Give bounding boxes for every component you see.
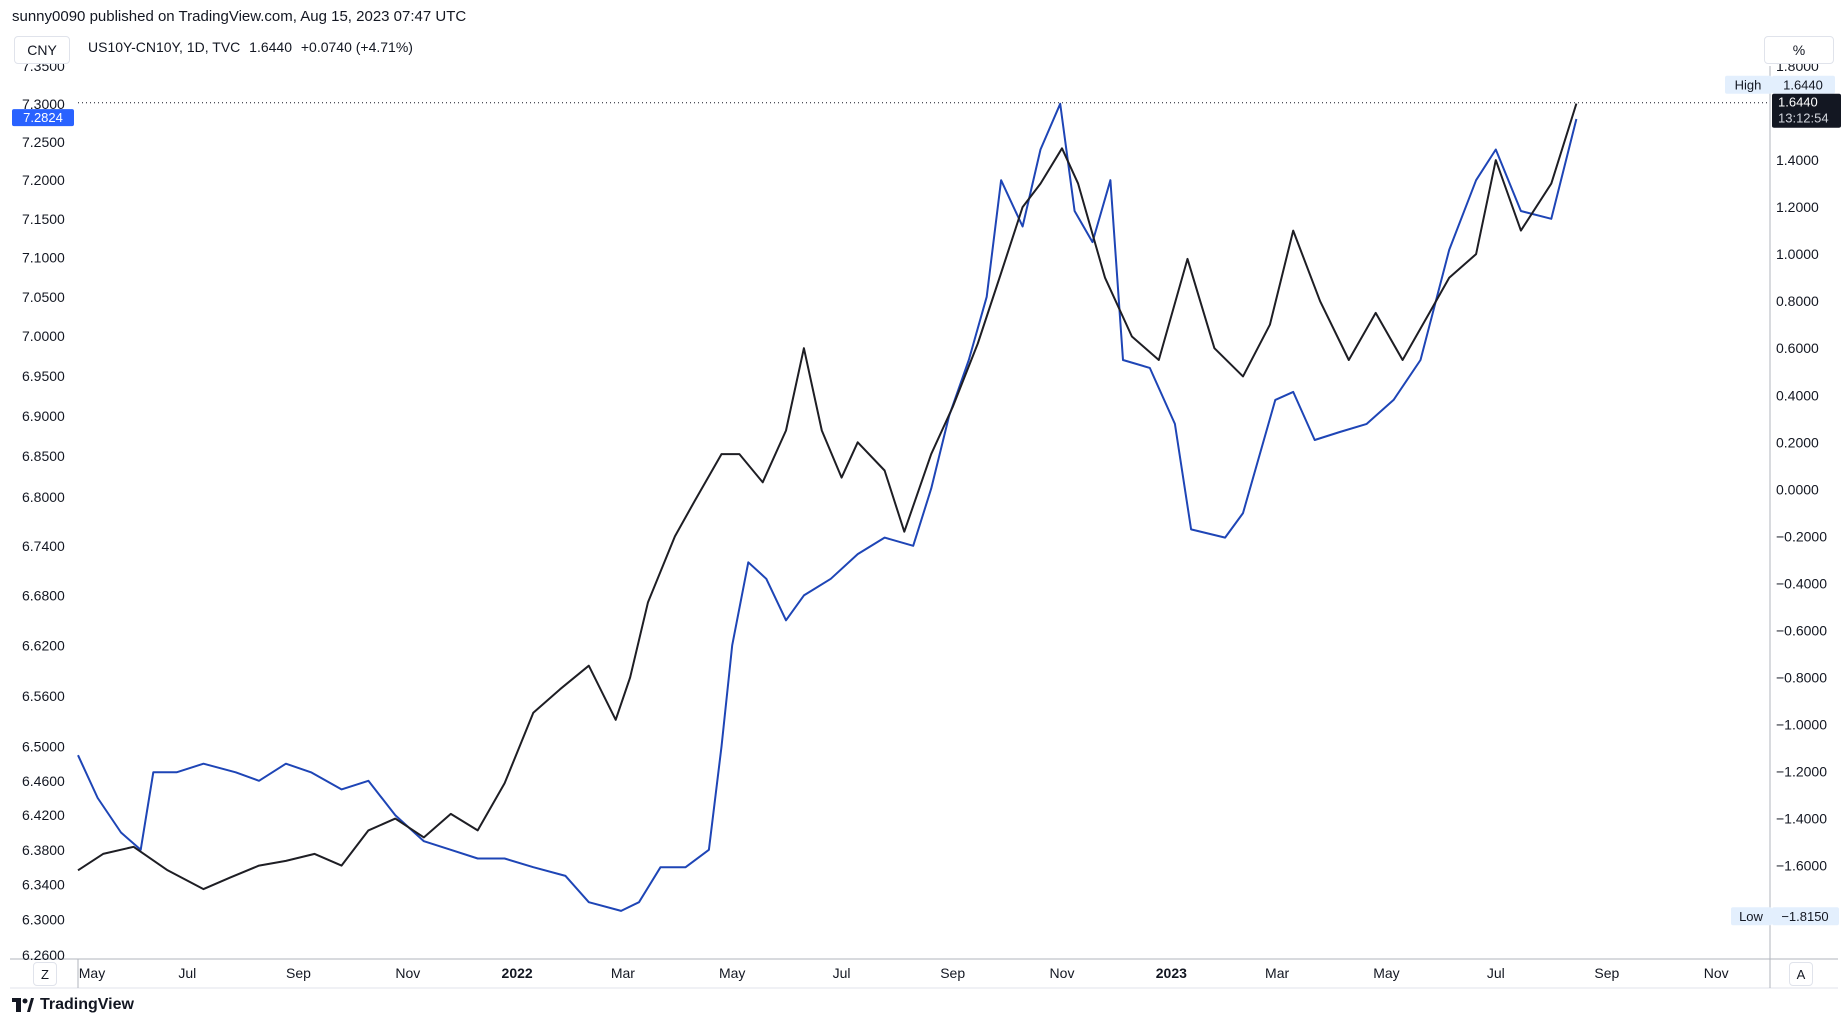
time-axis-tick-15: Nov — [1704, 965, 1729, 981]
time-axis-tick-12: May — [1373, 965, 1399, 981]
legend-symbol: US10Y-CN10Y, 1D, TVC — [88, 39, 241, 55]
high-value-bg — [1772, 75, 1835, 94]
high-tag-label: High — [1735, 78, 1762, 93]
publish-attribution: sunny0090 published on TradingView.com, … — [12, 8, 467, 25]
time-axis-tick-2: Sep — [286, 965, 311, 981]
time-axis-tick-3: Nov — [395, 965, 420, 981]
right-axis-tick-16: −1.6000 — [1776, 858, 1827, 874]
zoom-button[interactable]: Z — [33, 962, 57, 986]
right-axis-tick-7: 0.2000 — [1776, 434, 1819, 450]
right-axis-tick-6: 0.4000 — [1776, 387, 1819, 403]
tradingview-logo: TradingView — [12, 996, 134, 1014]
left-axis-tick-18: 6.4200 — [22, 807, 65, 823]
right-axis-tick-5: 0.6000 — [1776, 340, 1819, 356]
left-axis-tick-11: 6.8000 — [22, 489, 65, 505]
symbol-scale-button[interactable]: CNY — [14, 36, 70, 64]
right-axis-tick-10: −0.4000 — [1776, 575, 1827, 591]
time-axis-tick-8: Sep — [940, 965, 965, 981]
left-axis-tick-2: 7.2500 — [22, 134, 65, 150]
left-axis-tick-7: 7.0000 — [22, 328, 65, 344]
left-axis-tick-10: 6.8500 — [22, 448, 65, 464]
spread-current-badge — [1772, 93, 1841, 128]
legend-change: +0.0740 (+4.71%) — [300, 39, 413, 55]
spread-current-value: 1.6440 — [1778, 95, 1818, 110]
auto-scale-button[interactable]: A — [1789, 962, 1813, 986]
right-axis-tick-8: 0.0000 — [1776, 481, 1819, 497]
high-tag-bg — [1725, 75, 1772, 94]
right-axis-tick-13: −1.0000 — [1776, 717, 1827, 733]
time-axis-tick-4: 2022 — [502, 965, 533, 981]
time-axis-tick-5: Mar — [611, 965, 635, 981]
left-axis-tick-13: 6.6800 — [22, 587, 65, 603]
left-axis-tick-15: 6.5600 — [22, 688, 65, 704]
left-axis-tick-21: 6.3000 — [22, 912, 65, 928]
right-axis-tick-3: 1.0000 — [1776, 246, 1819, 262]
left-axis-tick-9: 6.9000 — [22, 408, 65, 424]
right-axis-tick-12: −0.8000 — [1776, 669, 1827, 685]
low-tag-label: Low — [1739, 909, 1763, 924]
left-axis-tick-1: 7.3000 — [22, 96, 65, 112]
right-axis-tick-2: 1.2000 — [1776, 199, 1819, 215]
low-value-bg — [1772, 907, 1839, 926]
right-axis-tick-1: 1.4000 — [1776, 152, 1819, 168]
right-axis-tick-4: 0.8000 — [1776, 293, 1819, 309]
time-axis-tick-10: 2023 — [1156, 965, 1187, 981]
left-axis-tick-22: 6.2600 — [22, 947, 65, 963]
tradingview-logo-icon — [12, 998, 34, 1012]
left-axis-tick-14: 6.6200 — [22, 637, 65, 653]
left-axis-tick-5: 7.1000 — [22, 250, 65, 266]
left-axis-tick-12: 6.7400 — [22, 538, 65, 554]
percent-scale-button[interactable]: % — [1764, 36, 1834, 64]
time-axis-tick-1: Jul — [178, 965, 196, 981]
left-axis-tick-3: 7.2000 — [22, 172, 65, 188]
series-line-cny — [77, 102, 1578, 912]
time-axis-tick-11: Mar — [1265, 965, 1289, 981]
right-axis-tick-14: −1.2000 — [1776, 764, 1827, 780]
high-value-label: 1.6440 — [1783, 78, 1823, 93]
series-line-us10y-cn10y — [77, 103, 1578, 891]
low-tag-bg — [1731, 907, 1772, 926]
right-price-axis: 1.80001.40001.20001.00000.80000.60000.40… — [1776, 58, 1827, 874]
right-axis-tick-11: −0.6000 — [1776, 622, 1827, 638]
time-axis-tick-13: Jul — [1487, 965, 1505, 981]
right-axis-tick-9: −0.2000 — [1776, 528, 1827, 544]
time-axis-tick-9: Nov — [1050, 965, 1075, 981]
left-axis-tick-4: 7.1500 — [22, 211, 65, 227]
time-axis: May Jul Sep Nov 2022 Mar May Jul Sep Nov 2023 Mar Ma… — [79, 965, 1729, 981]
cny-current-label: 7.2824 — [23, 110, 63, 125]
time-axis-tick-14: Sep — [1594, 965, 1619, 981]
left-axis-tick-20: 6.3400 — [22, 877, 65, 893]
left-axis-tick-6: 7.0500 — [22, 289, 65, 305]
legend-value: 1.6440 — [249, 39, 292, 55]
bar-countdown: 13:12:54 — [1778, 111, 1829, 126]
left-price-axis: 7.35007.30007.25007.20007.15007.10007.05… — [22, 58, 65, 963]
left-axis-tick-16: 6.5000 — [22, 739, 65, 755]
right-axis-tick-15: −1.4000 — [1776, 811, 1827, 827]
time-axis-tick-6: May — [719, 965, 745, 981]
series-legend: US10Y-CN10Y, 1D, TVC 1.6440 +0.0740 (+4.… — [88, 39, 418, 55]
left-axis-tick-8: 6.9500 — [22, 368, 65, 384]
low-value-label: −1.8150 — [1781, 909, 1828, 924]
time-axis-tick-7: Jul — [833, 965, 851, 981]
time-axis-tick-0: May — [79, 965, 105, 981]
tradingview-brand: TradingView — [40, 996, 134, 1013]
left-axis-tick-17: 6.4600 — [22, 773, 65, 789]
cny-current-badge — [12, 109, 74, 127]
left-axis-tick-19: 6.3800 — [22, 842, 65, 858]
